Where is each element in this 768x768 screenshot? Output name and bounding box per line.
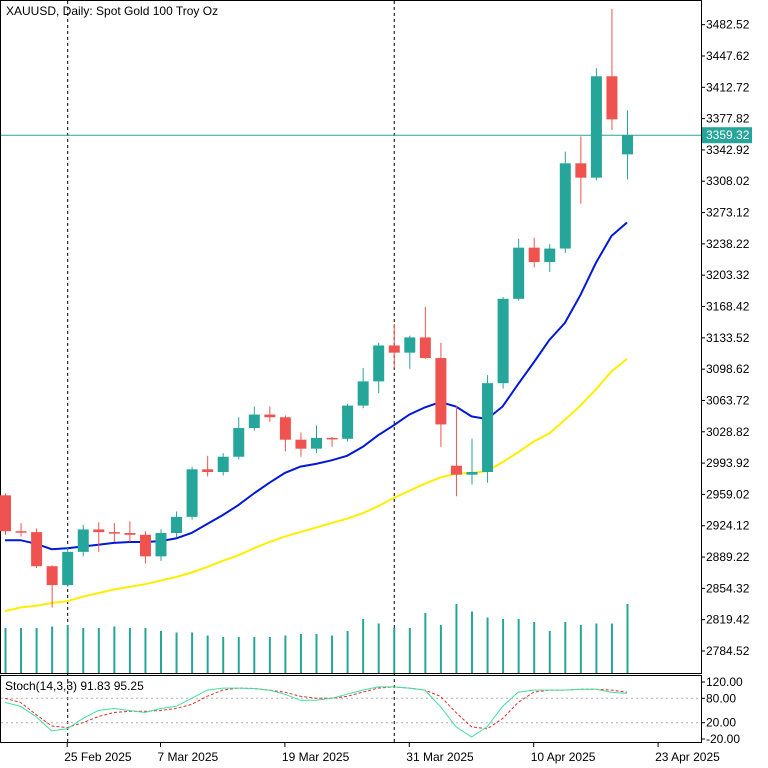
candle-body (93, 529, 105, 533)
candle-body (31, 532, 43, 567)
candles (0, 8, 633, 608)
candle-body (77, 529, 89, 552)
candle-body (0, 495, 11, 532)
candle-body (342, 405, 354, 439)
main-panel-border (0, 0, 702, 674)
candle-body (466, 471, 478, 475)
date-tick-label: 31 Mar 2025 (406, 750, 474, 764)
candle-body (171, 516, 183, 534)
price-tick-label: 3133.52 (706, 331, 750, 345)
price-tick-label: 3273.12 (706, 206, 750, 220)
price-axis: 3359.32 3482.52 3447.62 3412.72 3377.82 3342.… (1, 18, 752, 658)
price-tick-label: 3168.42 (706, 300, 750, 314)
candle-body (15, 531, 27, 533)
candle-body (217, 456, 229, 472)
candle-body (233, 428, 245, 457)
stoch-tick-label: 20.00 (706, 716, 736, 730)
price-tick-label: 3098.62 (706, 362, 750, 376)
candle-body (155, 533, 167, 557)
slow-ma-line (4, 358, 628, 613)
candle-body (528, 247, 540, 263)
price-tick-label: 2993.92 (706, 456, 750, 470)
price-tick-label: 3063.72 (706, 393, 750, 407)
candle-body (559, 163, 571, 249)
candle-body (419, 337, 431, 359)
price-tick-label: 2819.42 (706, 613, 750, 627)
price-tick-label: 2854.32 (706, 581, 750, 595)
volume-bars (4, 604, 629, 673)
price-tick-label: 2889.22 (706, 550, 750, 564)
date-tick-label: 7 Mar 2025 (158, 750, 219, 764)
stochastic-oscillator: 120.00 80.00 20.00 -20.00 (1, 675, 743, 746)
price-tick-label: 3238.22 (706, 237, 750, 251)
moving-averages (4, 221, 628, 613)
candle-body (575, 163, 587, 178)
candle-body (450, 465, 462, 475)
price-tick-label: 3203.32 (706, 268, 750, 282)
stoch-tick-label: 120.00 (706, 675, 743, 689)
fast-ma-line (5, 221, 628, 551)
candle-body (139, 534, 151, 557)
date-tick-label: 23 Apr 2025 (655, 750, 720, 764)
price-tick-label: 3482.52 (706, 18, 750, 32)
candle-body (186, 469, 198, 517)
period-separators (67, 1, 395, 742)
date-tick-label: 19 Mar 2025 (282, 750, 350, 764)
candle-body (124, 533, 136, 535)
candle-body (295, 439, 307, 449)
candle-body (497, 298, 509, 384)
price-tick-label: 2784.52 (706, 644, 750, 658)
candle-body (248, 414, 260, 429)
candle-body (264, 414, 276, 418)
candle-body (513, 247, 525, 299)
price-tick-label: 3342.92 (706, 143, 750, 157)
stoch-k-line (4, 686, 628, 738)
current-price-tag (702, 127, 752, 144)
candle-body (482, 383, 494, 472)
candle-body (388, 345, 400, 353)
candle-body (326, 437, 338, 440)
price-tick-label: 2959.02 (706, 487, 750, 501)
candle-body (311, 437, 322, 449)
candle-body (544, 248, 556, 263)
chart-title: XAUUSD, Daily: Spot Gold 100 Troy Oz (6, 4, 218, 18)
candle-body (606, 76, 618, 120)
date-tick-label: 10 Apr 2025 (531, 750, 596, 764)
stoch-panel-border (0, 675, 702, 743)
candle-body (202, 469, 214, 472)
candle-body (373, 345, 385, 382)
stoch-d-line (4, 686, 628, 730)
candle-body (590, 76, 602, 178)
price-tick-label: 3412.72 (706, 80, 750, 94)
stoch-tick-label: -20.00 (706, 732, 740, 746)
candle-body (404, 337, 416, 353)
price-tick-label: 3447.62 (706, 49, 750, 63)
candle-body (46, 566, 58, 586)
candle-body (357, 381, 369, 406)
stoch-label: Stoch(14,3,3) 91.83 95.25 (5, 679, 144, 693)
candle-body (622, 135, 633, 155)
candle-body (435, 358, 447, 425)
candle-body (108, 532, 120, 534)
current-price-label: 3359.32 (706, 128, 750, 142)
date-tick-label: 25 Feb 2025 (64, 750, 132, 764)
price-tick-label: 3308.02 (706, 174, 750, 188)
price-tick-label: 3377.82 (706, 112, 750, 126)
candle-body (62, 551, 74, 586)
price-tick-label: 2924.12 (706, 519, 750, 533)
candle-body (279, 417, 291, 440)
stoch-tick-label: 80.00 (706, 691, 736, 705)
date-axis: 25 Feb 2025 7 Mar 2025 19 Mar 2025 31 Mar 2… (64, 742, 720, 764)
price-tick-label: 3028.82 (706, 425, 750, 439)
